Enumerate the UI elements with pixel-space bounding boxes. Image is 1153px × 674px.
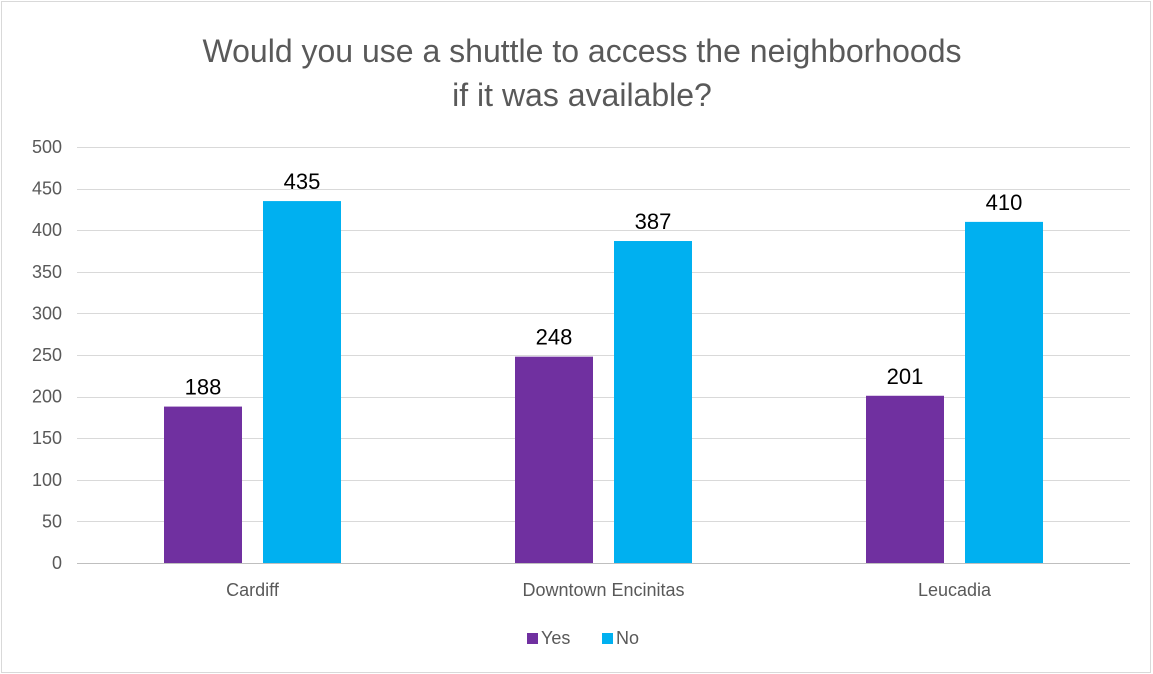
bar-yes [164, 406, 242, 563]
bar-no [614, 241, 692, 564]
x-axis-ticks: Cardiff Downtown Encinitas Leucadia [226, 580, 992, 600]
y-tick-label: 50 [42, 511, 62, 531]
data-label: 387 [635, 209, 672, 234]
y-tick-label: 350 [32, 262, 62, 282]
data-label: 188 [185, 375, 222, 400]
legend-swatch-yes [527, 633, 538, 644]
bar-no [263, 201, 341, 563]
y-tick-label: 300 [32, 303, 62, 323]
x-tick-label: Leucadia [918, 580, 992, 600]
data-label: 435 [284, 169, 321, 194]
y-axis-ticks: 0 50 100 150 200 250 300 350 400 450 500 [32, 137, 62, 573]
y-tick-label: 0 [52, 553, 62, 573]
y-tick-label: 400 [32, 220, 62, 240]
chart-title-line-2: if it was available? [452, 77, 712, 113]
data-labels: 188 435 248 387 201 410 [185, 169, 1023, 400]
legend-swatch-no [602, 633, 613, 644]
chart-title-line-1: Would you use a shuttle to access the ne… [202, 33, 961, 69]
bar-no [965, 221, 1043, 563]
y-tick-label: 200 [32, 387, 62, 407]
data-label: 410 [986, 190, 1023, 215]
y-tick-label: 150 [32, 428, 62, 448]
legend-label-no: No [616, 628, 639, 648]
y-tick-label: 500 [32, 137, 62, 157]
y-tick-label: 450 [32, 179, 62, 199]
legend: Yes No [527, 628, 639, 648]
x-tick-label: Downtown Encinitas [522, 580, 684, 600]
x-tick-label: Cardiff [226, 580, 280, 600]
data-label: 248 [536, 325, 573, 350]
gridlines [77, 147, 1130, 564]
bar-yes [515, 356, 593, 563]
y-tick-label: 250 [32, 345, 62, 365]
legend-label-yes: Yes [541, 628, 570, 648]
bars [164, 201, 1043, 564]
y-tick-label: 100 [32, 470, 62, 490]
bar-yes [866, 395, 944, 563]
data-label: 201 [887, 364, 924, 389]
